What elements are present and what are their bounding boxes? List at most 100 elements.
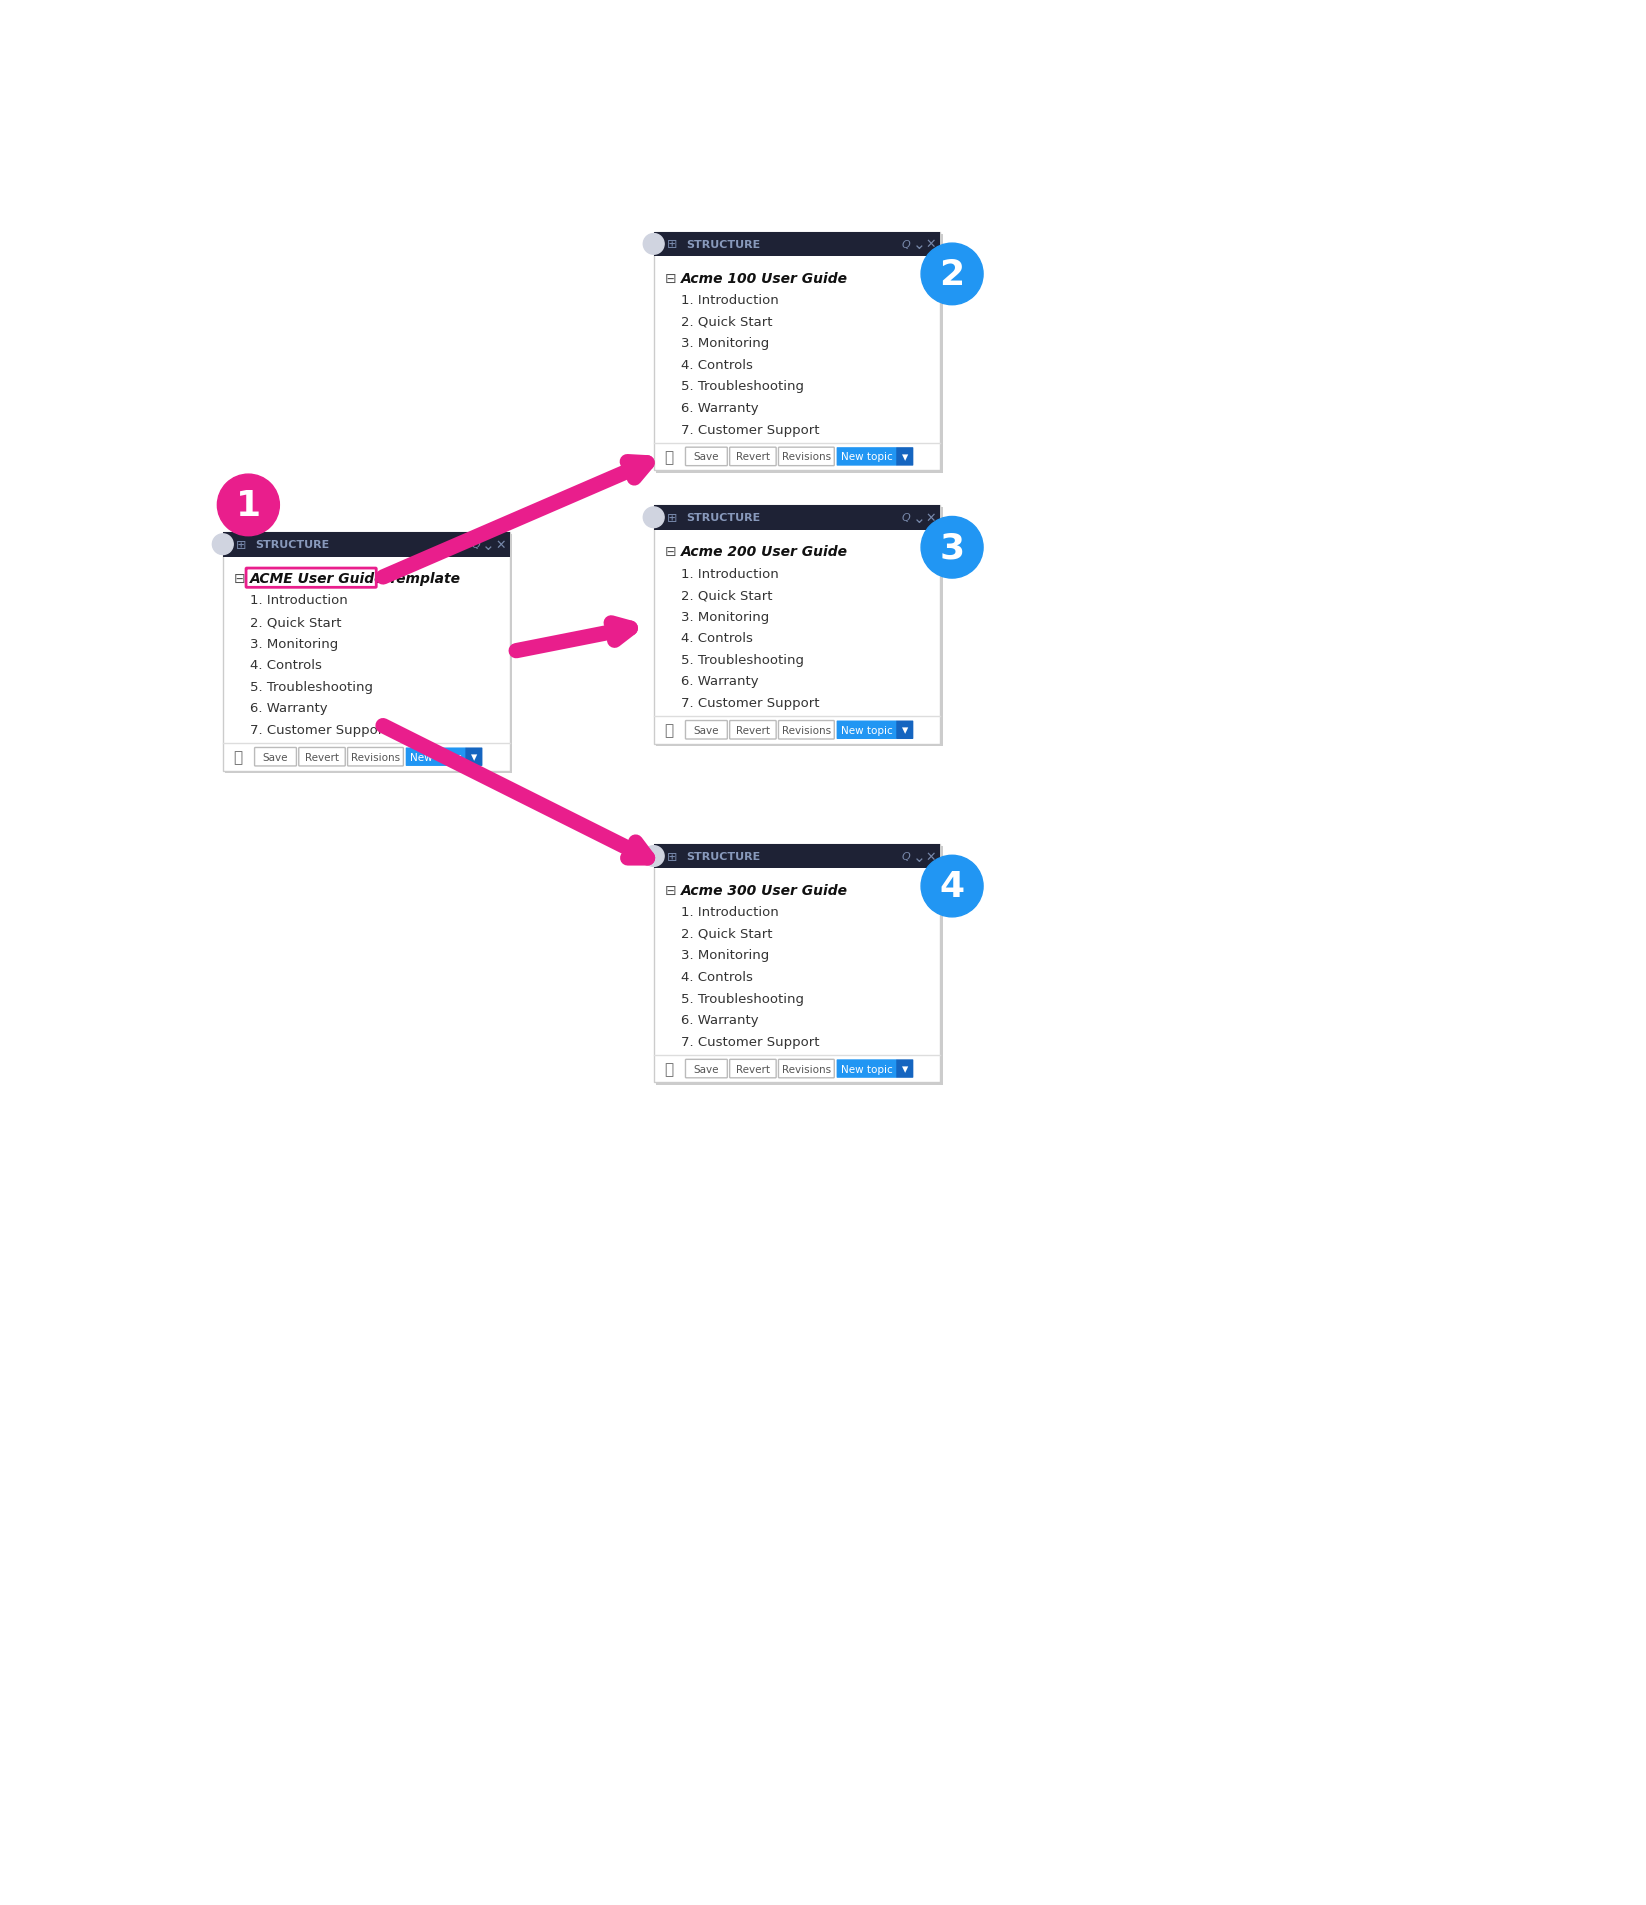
- FancyBboxPatch shape: [729, 722, 777, 739]
- Text: 4. Controls: 4. Controls: [250, 659, 323, 672]
- Text: Q: Q: [471, 539, 481, 551]
- FancyBboxPatch shape: [897, 448, 914, 467]
- Circle shape: [922, 516, 983, 579]
- Text: 1: 1: [235, 490, 262, 522]
- Text: Revert: Revert: [736, 451, 770, 463]
- Text: 6. Warranty: 6. Warranty: [681, 402, 759, 415]
- Text: 5. Troubleshooting: 5. Troubleshooting: [250, 680, 374, 693]
- Text: 🗑: 🗑: [665, 450, 673, 465]
- Text: 5. Troubleshooting: 5. Troubleshooting: [681, 993, 803, 1006]
- Text: Revert: Revert: [736, 1065, 770, 1074]
- Text: ⊞: ⊞: [667, 850, 678, 863]
- FancyBboxPatch shape: [255, 749, 296, 766]
- FancyBboxPatch shape: [657, 509, 943, 747]
- FancyBboxPatch shape: [653, 232, 940, 257]
- Text: ⌄: ⌄: [912, 511, 925, 526]
- Text: Acme 100 User Guide: Acme 100 User Guide: [681, 272, 848, 286]
- FancyBboxPatch shape: [729, 448, 777, 467]
- Text: ⊟: ⊟: [234, 572, 245, 587]
- Circle shape: [922, 244, 983, 305]
- Text: 🗑: 🗑: [665, 1061, 673, 1076]
- Text: 7. Customer Support: 7. Customer Support: [681, 423, 820, 436]
- Text: Save: Save: [693, 726, 719, 735]
- Text: 2. Quick Start: 2. Quick Start: [681, 589, 772, 602]
- Text: ⊟: ⊟: [665, 884, 677, 897]
- Text: ⌄: ⌄: [912, 238, 925, 251]
- Text: 5. Troubleshooting: 5. Troubleshooting: [681, 653, 803, 667]
- Text: 6. Warranty: 6. Warranty: [681, 674, 759, 688]
- Text: 3. Monitoring: 3. Monitoring: [681, 949, 769, 962]
- Text: ⊞: ⊞: [667, 511, 678, 524]
- FancyBboxPatch shape: [653, 844, 940, 1082]
- Text: ⊟: ⊟: [665, 272, 677, 286]
- Text: 🗑: 🗑: [234, 751, 244, 764]
- FancyBboxPatch shape: [685, 722, 728, 739]
- Text: Save: Save: [693, 1065, 719, 1074]
- Text: 7. Customer Support: 7. Customer Support: [681, 697, 820, 709]
- FancyBboxPatch shape: [729, 1059, 777, 1078]
- Text: Revisions: Revisions: [351, 752, 400, 762]
- FancyBboxPatch shape: [222, 533, 510, 558]
- Text: Q: Q: [902, 512, 910, 524]
- FancyBboxPatch shape: [779, 722, 835, 739]
- FancyBboxPatch shape: [685, 448, 728, 467]
- FancyBboxPatch shape: [657, 234, 943, 472]
- FancyBboxPatch shape: [779, 448, 835, 467]
- Text: 2. Quick Start: 2. Quick Start: [250, 615, 341, 629]
- FancyBboxPatch shape: [653, 232, 940, 471]
- Text: 6. Warranty: 6. Warranty: [681, 1013, 759, 1027]
- Text: 2: 2: [940, 257, 965, 291]
- Text: ⊞: ⊞: [667, 238, 678, 251]
- Text: 7. Customer Support: 7. Customer Support: [681, 1034, 820, 1048]
- Text: ⌄: ⌄: [482, 537, 494, 552]
- Text: 4: 4: [940, 869, 965, 903]
- Text: 2. Quick Start: 2. Quick Start: [681, 316, 772, 328]
- FancyBboxPatch shape: [653, 505, 940, 745]
- Text: 1. Introduction: 1. Introduction: [681, 293, 779, 307]
- Text: STRUCTURE: STRUCTURE: [686, 852, 760, 861]
- Text: Q: Q: [902, 240, 910, 250]
- Text: New topic: New topic: [410, 752, 463, 762]
- Text: ▾: ▾: [902, 724, 909, 737]
- Text: 3. Monitoring: 3. Monitoring: [681, 610, 769, 623]
- Circle shape: [644, 846, 663, 867]
- Text: Revert: Revert: [736, 726, 770, 735]
- Text: Acme 300 User Guide: Acme 300 User Guide: [681, 884, 848, 897]
- Text: ▾: ▾: [902, 1063, 909, 1076]
- Text: ✕: ✕: [495, 539, 505, 551]
- Text: ⊞: ⊞: [235, 539, 247, 551]
- Text: ▾: ▾: [471, 751, 477, 764]
- Text: Revisions: Revisions: [782, 1065, 831, 1074]
- Text: Revert: Revert: [305, 752, 339, 762]
- FancyBboxPatch shape: [466, 749, 482, 766]
- Text: ✕: ✕: [927, 850, 937, 863]
- Text: 4. Controls: 4. Controls: [681, 358, 752, 371]
- Text: 7. Customer Support: 7. Customer Support: [250, 724, 388, 737]
- Circle shape: [212, 535, 234, 554]
- Text: 6. Warranty: 6. Warranty: [250, 701, 328, 714]
- FancyBboxPatch shape: [347, 749, 403, 766]
- Text: 2. Quick Start: 2. Quick Start: [681, 928, 772, 941]
- Text: New topic: New topic: [841, 1065, 892, 1074]
- Text: 1. Introduction: 1. Introduction: [250, 594, 347, 608]
- FancyBboxPatch shape: [779, 1059, 835, 1078]
- Text: ⌄: ⌄: [912, 850, 925, 865]
- Text: New topic: New topic: [841, 451, 892, 463]
- Text: 4. Controls: 4. Controls: [681, 632, 752, 646]
- FancyBboxPatch shape: [685, 1059, 728, 1078]
- Text: STRUCTURE: STRUCTURE: [686, 240, 760, 250]
- Text: Save: Save: [263, 752, 288, 762]
- Text: STRUCTURE: STRUCTURE: [686, 512, 760, 524]
- FancyBboxPatch shape: [836, 448, 897, 467]
- FancyBboxPatch shape: [836, 1059, 897, 1078]
- Circle shape: [644, 234, 663, 255]
- Text: Revisions: Revisions: [782, 451, 831, 463]
- Text: Revisions: Revisions: [782, 726, 831, 735]
- FancyBboxPatch shape: [836, 722, 897, 739]
- FancyBboxPatch shape: [300, 749, 346, 766]
- Text: ▾: ▾: [902, 451, 909, 463]
- Text: 1. Introduction: 1. Introduction: [681, 568, 779, 581]
- Text: New topic: New topic: [841, 726, 892, 735]
- Text: STRUCTURE: STRUCTURE: [255, 539, 329, 551]
- Text: 1. Introduction: 1. Introduction: [681, 907, 779, 918]
